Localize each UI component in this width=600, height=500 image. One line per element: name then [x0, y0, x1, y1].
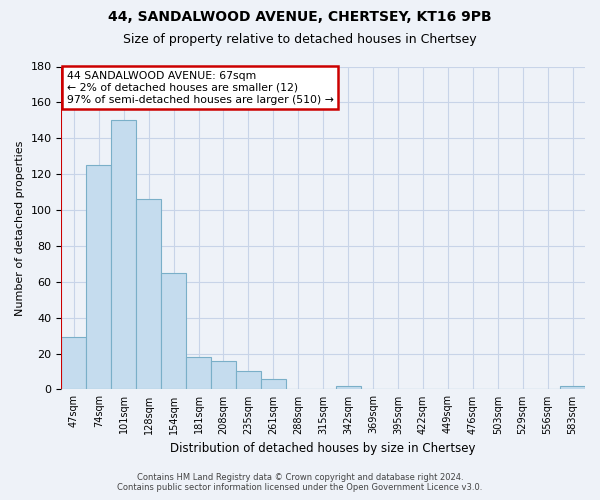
Bar [261, 378, 286, 390]
Y-axis label: Number of detached properties: Number of detached properties [15, 140, 25, 316]
Bar [61, 338, 86, 390]
Bar [86, 165, 111, 390]
Bar [161, 273, 186, 390]
Bar [560, 386, 585, 390]
Bar [211, 360, 236, 390]
X-axis label: Distribution of detached houses by size in Chertsey: Distribution of detached houses by size … [170, 442, 476, 455]
Text: Size of property relative to detached houses in Chertsey: Size of property relative to detached ho… [123, 32, 477, 46]
Bar [136, 200, 161, 390]
Bar [236, 372, 261, 390]
Bar [111, 120, 136, 390]
Text: 44 SANDALWOOD AVENUE: 67sqm
← 2% of detached houses are smaller (12)
97% of semi: 44 SANDALWOOD AVENUE: 67sqm ← 2% of deta… [67, 72, 334, 104]
Bar [186, 357, 211, 390]
Text: Contains HM Land Registry data © Crown copyright and database right 2024.
Contai: Contains HM Land Registry data © Crown c… [118, 473, 482, 492]
Bar [335, 386, 361, 390]
Text: 44, SANDALWOOD AVENUE, CHERTSEY, KT16 9PB: 44, SANDALWOOD AVENUE, CHERTSEY, KT16 9P… [108, 10, 492, 24]
